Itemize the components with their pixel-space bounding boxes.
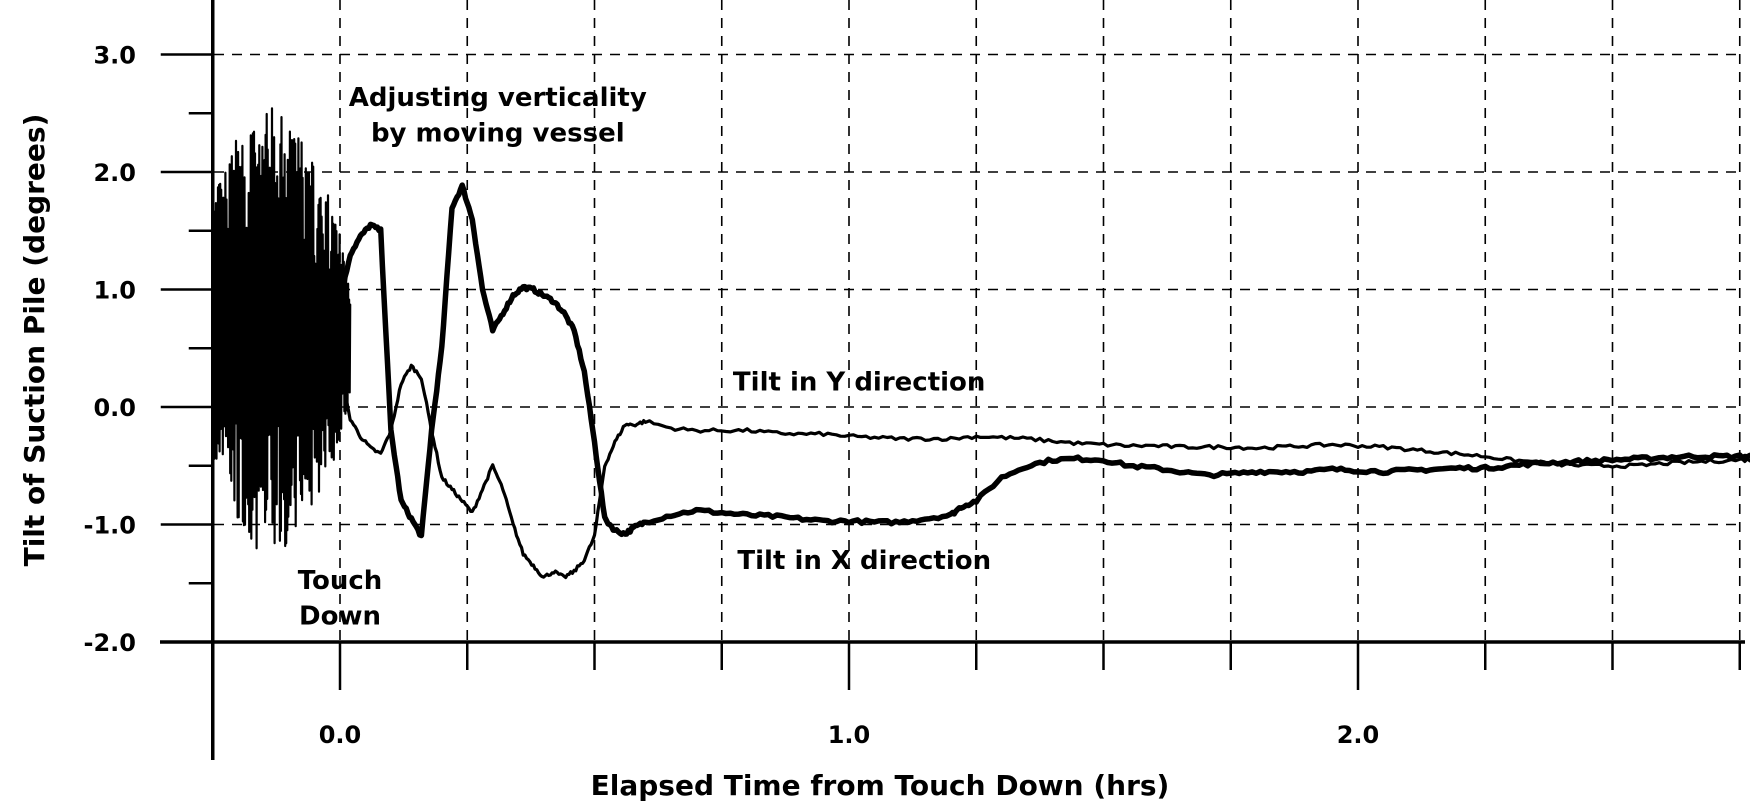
x-tick-label: 1.0 [828, 721, 871, 749]
x-tick-label: 2.0 [1337, 721, 1380, 749]
y-tick-label: -2.0 [84, 629, 136, 657]
y-tick-label: 2.0 [93, 159, 136, 187]
annotation-vessel-1: Adjusting verticality [349, 83, 647, 113]
y-tick-label: 0.0 [93, 394, 136, 422]
oscillation-series [211, 107, 352, 550]
annotation-tilt-x: Tilt in X direction [737, 546, 991, 576]
y-tick-label: 1.0 [93, 277, 136, 305]
x-axis-title: Elapsed Time from Touch Down (hrs) [591, 769, 1170, 802]
grid-lines [214, 0, 1741, 643]
annotation-vessel-2: by moving vessel [371, 118, 625, 148]
y-axis-title: Tilt of Suction Pile (degrees) [18, 114, 51, 567]
series-line-tilt-x [337, 182, 1750, 539]
axes [160, 0, 1745, 760]
tick-labels: -2.0 -1.0 0.0 1.0 2.0 3.0 0.0 1.0 2.0 [84, 42, 1380, 750]
plot-series [211, 107, 1750, 580]
annotation-tilt-y: Tilt in Y direction [733, 368, 986, 398]
tick-marks [160, 53, 1741, 690]
y-tick-label: 3.0 [93, 42, 136, 70]
y-tick-label: -1.0 [84, 512, 136, 540]
x-tick-label: 0.0 [319, 721, 362, 749]
annotation-touch-1: Touch [298, 566, 383, 596]
annotations: Adjusting verticality by moving vessel Tou… [298, 83, 991, 631]
series-line-tilt-y [338, 363, 1750, 580]
annotation-touch-2: Down [299, 601, 381, 631]
